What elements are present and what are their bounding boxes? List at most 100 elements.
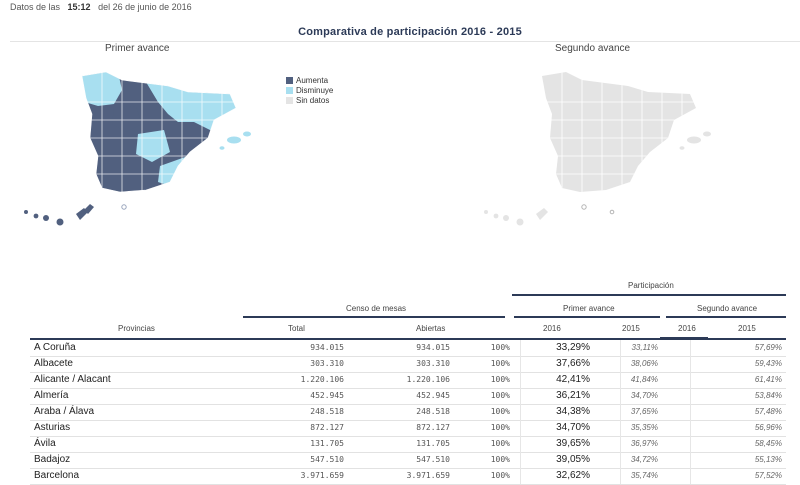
total-cell: 452.945 (310, 391, 344, 400)
column-separator (690, 388, 691, 404)
province-cell: Araba / Álava (34, 406, 95, 417)
timestamp-time: 15:12 (67, 2, 91, 12)
balearic-island[interactable] (679, 146, 685, 150)
column-separator (690, 372, 691, 388)
column-separator (520, 388, 521, 404)
percent-open-cell: 100% (490, 423, 510, 432)
balearic-island[interactable] (703, 131, 711, 137)
census-header: Censo de mesas (346, 304, 407, 313)
second-2015-cell: 55,13% (754, 455, 782, 464)
balearic-island[interactable] (243, 131, 251, 137)
first-2016-cell: 34,38% (556, 406, 590, 417)
column-separator (690, 340, 691, 356)
column-separator (520, 404, 521, 420)
timestamp-date: del 26 de junio de 2016 (98, 2, 192, 12)
second-2015-cell: 58,45% (754, 439, 782, 448)
first-2015-cell: 41,84% (630, 375, 658, 384)
table-row[interactable]: Araba / Álava 248.518 248.518 100% 34,38% 37,… (30, 404, 786, 421)
open-header: Abiertas (416, 324, 446, 333)
table-row[interactable]: Albacete 303.310 303.310 100% 37,66% 38,06% 59… (30, 356, 786, 373)
second-2015-header: 2015 (738, 324, 756, 333)
percent-open-cell: 100% (490, 407, 510, 416)
column-separator (520, 372, 521, 388)
table-row[interactable]: A Coruña 934.015 934.015 100% 33,29% 33,11% 57… (30, 340, 786, 357)
percent-open-cell: 100% (490, 471, 510, 480)
column-separator (620, 404, 621, 420)
percent-open-cell: 100% (490, 391, 510, 400)
column-separator (520, 356, 521, 372)
table-row[interactable]: Alicante / Alacant 1.220.106 1.220.106 100%… (30, 372, 786, 389)
column-separator (620, 420, 621, 436)
second-map-label: Segundo avance (555, 43, 631, 54)
census-rule (243, 316, 505, 318)
legend-label: Disminuye (296, 85, 334, 95)
first-2015-cell: 34,70% (630, 391, 658, 400)
percent-open-cell: 100% (490, 359, 510, 368)
balearic-island[interactable] (219, 146, 225, 150)
total-cell: 303.310 (310, 359, 344, 368)
province-cell: Asturias (34, 422, 71, 433)
province-cell: Almería (34, 390, 69, 401)
first-2016-cell: 42,41% (556, 374, 590, 385)
first-avance-map[interactable] (18, 62, 258, 232)
column-separator (620, 340, 621, 356)
legend-label: Aumenta (296, 75, 329, 85)
open-cell: 872.127 (416, 423, 450, 432)
column-separator (620, 436, 621, 452)
table-row[interactable]: Barcelona 3.971.659 3.971.659 100% 32,62% 35,… (30, 468, 786, 485)
provinces-header: Provincias (118, 324, 155, 333)
column-separator (690, 452, 691, 468)
page-title: Comparativa de participación 2016 - 2015 (298, 26, 522, 38)
first-2016-header: 2016 (543, 324, 561, 333)
table-row[interactable]: Almería 452.945 452.945 100% 36,21% 34,70% 53,… (30, 388, 786, 405)
second-avance-map[interactable] (478, 62, 718, 232)
second-2016-header: 2016 (678, 324, 696, 333)
column-separator (690, 404, 691, 420)
first-2015-cell: 37,65% (630, 407, 658, 416)
table-row[interactable]: Ávila 131.705 131.705 100% 39,65% 36,97% 58,45… (30, 436, 786, 453)
open-cell: 3.971.659 (406, 471, 450, 480)
total-cell: 248.518 (310, 407, 344, 416)
column-separator (520, 420, 521, 436)
column-separator (620, 388, 621, 404)
legend-swatch (286, 76, 293, 84)
column-separator (690, 436, 691, 452)
table-row[interactable]: Asturias 872.127 872.127 100% 34,70% 35,35% 56… (30, 420, 786, 437)
legend-item-aumenta: Aumenta (286, 75, 333, 85)
total-cell: 3.971.659 (300, 471, 344, 480)
map-legend: Aumenta Disminuye Sin datos (286, 75, 333, 105)
balearic-island[interactable] (227, 136, 241, 144)
province-cell: Ávila (34, 438, 56, 449)
first-2016-cell: 34,70% (556, 422, 590, 433)
ceuta-marker[interactable] (581, 204, 587, 210)
legend-swatch (286, 96, 293, 104)
ceuta-marker[interactable] (121, 204, 127, 210)
open-cell: 131.705 (416, 439, 450, 448)
total-cell: 934.015 (310, 343, 344, 352)
second-2016-rule (660, 337, 708, 339)
second-2015-cell: 57,48% (754, 407, 782, 416)
first-2015-cell: 33,11% (631, 343, 658, 352)
first-avance-rule (514, 316, 660, 318)
open-cell: 248.518 (416, 407, 450, 416)
balearic-island[interactable] (687, 136, 701, 144)
melilla-marker[interactable] (609, 209, 615, 215)
total-cell: 1.220.106 (300, 375, 344, 384)
table-row[interactable]: Badajoz 547.510 547.510 100% 39,05% 34,72% 55,… (30, 452, 786, 469)
column-separator (690, 468, 691, 484)
column-separator (520, 340, 521, 356)
first-2016-cell: 32,62% (556, 470, 590, 481)
first-2015-cell: 34,72% (630, 455, 658, 464)
first-2015-cell: 35,74% (630, 471, 658, 480)
percent-open-cell: 100% (490, 439, 510, 448)
column-separator (520, 436, 521, 452)
second-avance-rule (666, 316, 786, 318)
header-rule (30, 338, 786, 340)
province-cell: A Coruña (34, 342, 76, 353)
total-cell: 872.127 (310, 423, 344, 432)
percent-open-cell: 100% (490, 455, 510, 464)
first-2015-header: 2015 (622, 324, 640, 333)
second-2015-cell: 57,69% (754, 343, 782, 352)
province-cell: Badajoz (34, 454, 71, 465)
first-map-label: Primer avance (105, 43, 170, 54)
